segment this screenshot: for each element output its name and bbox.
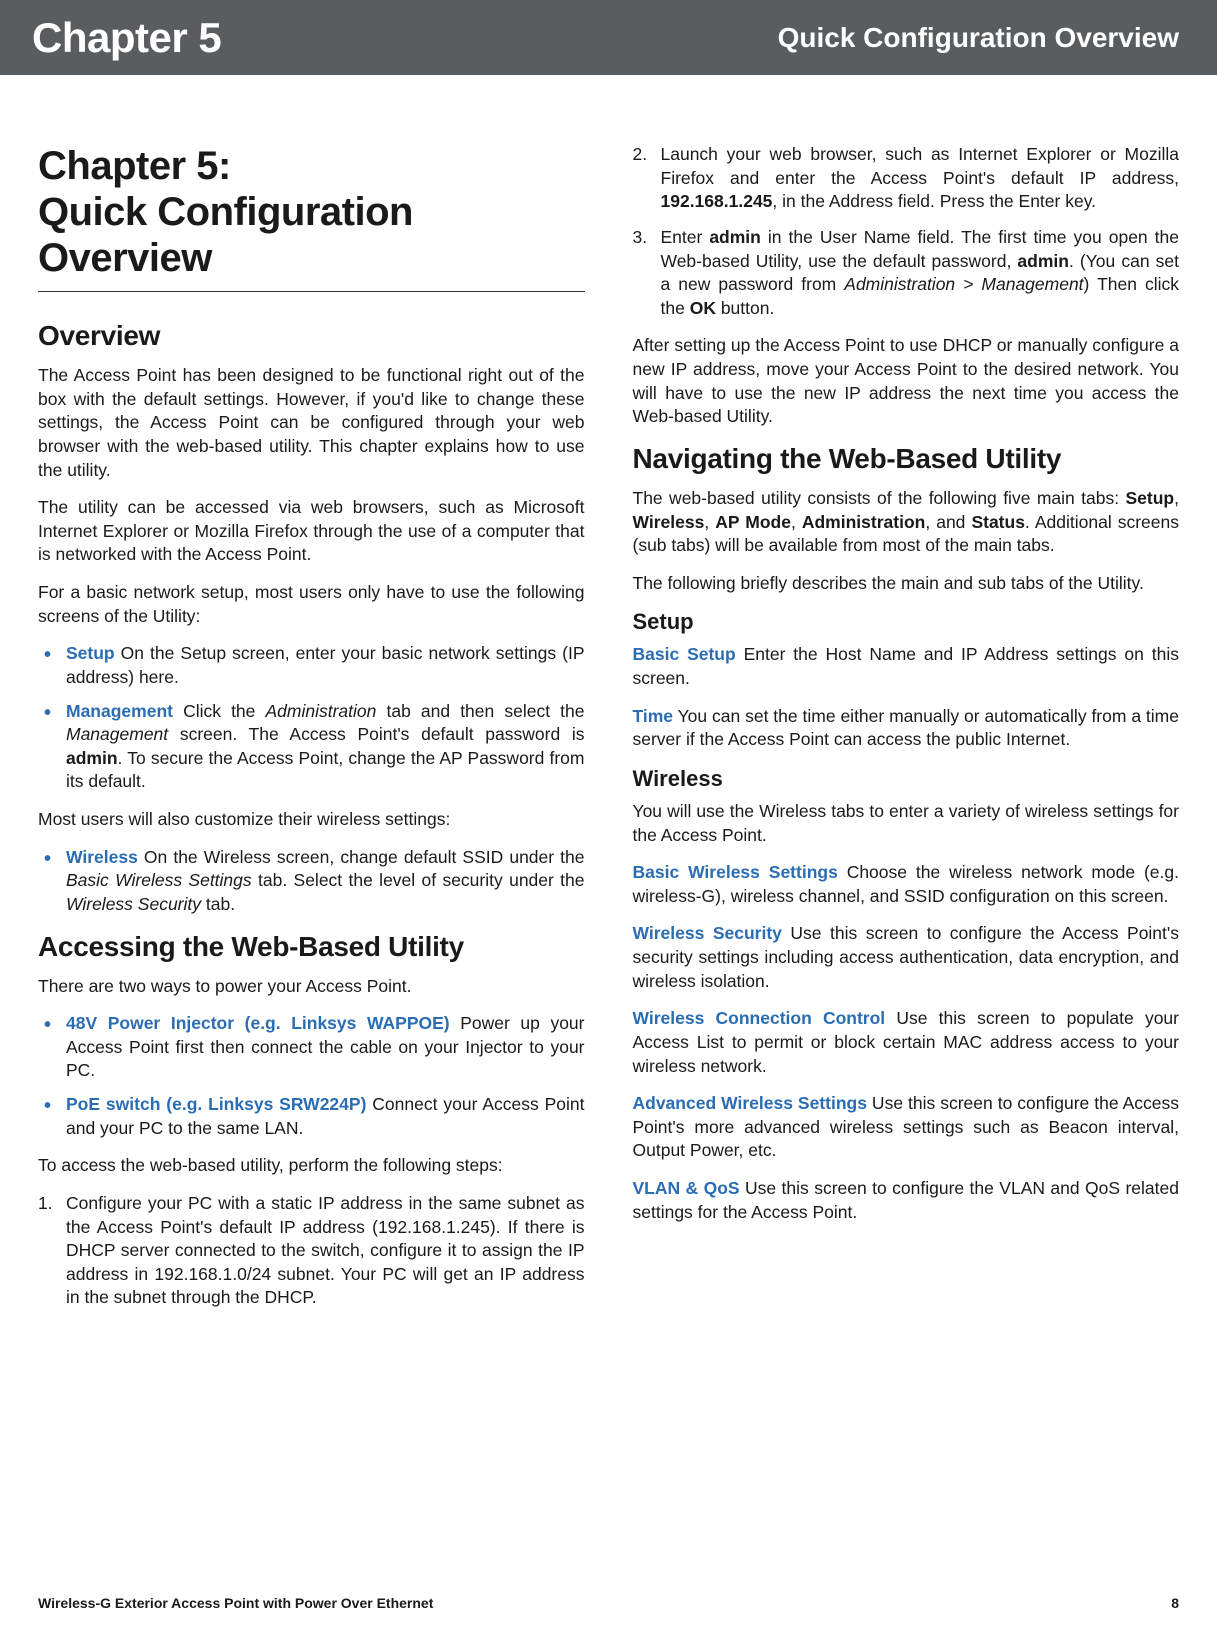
step-1: Configure your PC with a static IP addre…: [38, 1192, 585, 1310]
s2-a: Launch your web browser, such as Interne…: [661, 144, 1180, 188]
wireless-term: Wireless: [66, 847, 138, 867]
time-term: Time: [633, 706, 674, 726]
wcc-term: Wireless Connection Control: [633, 1008, 886, 1028]
mgmt-c: screen. The Access Point's default passw…: [168, 724, 584, 744]
accessing-p2: To access the web-based utility, perform…: [38, 1154, 585, 1178]
s3-path: Administration > Management: [844, 274, 1083, 294]
basic-setup-term: Basic Setup: [633, 644, 736, 664]
vlan-p: VLAN & QoS Use this screen to configure …: [633, 1177, 1180, 1224]
overview-p2: The utility can be accessed via web brow…: [38, 496, 585, 567]
navigating-heading: Navigating the Web-Based Utility: [633, 443, 1180, 475]
accessing-heading: Accessing the Web-Based Utility: [38, 931, 585, 963]
bullet-wireless: Wireless On the Wireless screen, change …: [38, 846, 585, 917]
tab-setup: Setup: [1126, 488, 1175, 508]
step-2: Launch your web browser, such as Interne…: [633, 143, 1180, 214]
accessing-steps-cont: Launch your web browser, such as Interne…: [633, 143, 1180, 320]
s3-admin2: admin: [1017, 251, 1069, 271]
injector-term: 48V Power Injector (e.g. Linksys WAPPOE): [66, 1013, 450, 1033]
ws-term: Wireless Security: [633, 923, 782, 943]
time-p: Time You can set the time either manuall…: [633, 705, 1180, 752]
mgmt-d: . To secure the Access Point, change the…: [66, 748, 585, 792]
accessing-p1: There are two ways to power your Access …: [38, 975, 585, 999]
wireless-ws-italic: Wireless Security: [66, 894, 201, 914]
bullet-setup: Setup On the Setup screen, enter your ba…: [38, 642, 585, 689]
bws-p: Basic Wireless Settings Choose the wirel…: [633, 861, 1180, 908]
aws-p: Advanced Wireless Settings Use this scre…: [633, 1092, 1180, 1163]
bullet-management: Management Click the Administration tab …: [38, 700, 585, 795]
mgmt-admin-bold: admin: [66, 748, 118, 768]
page-header: Chapter 5 Quick Configuration Overview: [0, 0, 1217, 75]
footer-page-number: 8: [1171, 1595, 1179, 1611]
mgmt-mgmt-italic: Management: [66, 724, 168, 744]
wireless-subheading: Wireless: [633, 766, 1180, 792]
wireless-bws-italic: Basic Wireless Settings: [66, 870, 252, 890]
tab-administration: Administration: [802, 512, 925, 532]
tab-status: Status: [971, 512, 1024, 532]
s2-ip: 192.168.1.245: [661, 191, 773, 211]
chapter-subtitle: Quick Configuration Overview: [778, 22, 1179, 54]
page-footer: Wireless-G Exterior Access Point with Po…: [38, 1595, 1179, 1611]
wireless-b: tab. Select the level of security under …: [252, 870, 585, 890]
mgmt-admin-italic: Administration: [266, 701, 377, 721]
basic-setup-p: Basic Setup Enter the Host Name and IP A…: [633, 643, 1180, 690]
overview-bullets-2: Wireless On the Wireless screen, change …: [38, 846, 585, 917]
setup-subheading: Setup: [633, 609, 1180, 635]
bws-term: Basic Wireless Settings: [633, 862, 838, 882]
chapter-title-line2: Quick Configuration Overview: [38, 190, 413, 280]
overview-p4: Most users will also customize their wir…: [38, 808, 585, 832]
accessing-bullets: 48V Power Injector (e.g. Linksys WAPPOE)…: [38, 1012, 585, 1140]
content-area: Chapter 5: Quick Configuration Overview …: [0, 75, 1217, 1324]
tab-apmode: AP Mode: [715, 512, 791, 532]
s3-admin1: admin: [709, 227, 761, 247]
bullet-poe: PoE switch (e.g. Linksys SRW224P) Connec…: [38, 1093, 585, 1140]
aws-term: Advanced Wireless Settings: [633, 1093, 867, 1113]
management-term: Management: [66, 701, 173, 721]
s3-ok: OK: [690, 298, 716, 318]
mgmt-b: tab and then select the: [376, 701, 584, 721]
s3-a: Enter: [661, 227, 710, 247]
chapter-label: Chapter 5: [32, 14, 221, 62]
right-column: Launch your web browser, such as Interne…: [633, 143, 1180, 1324]
bullet-injector: 48V Power Injector (e.g. Linksys WAPPOE)…: [38, 1012, 585, 1083]
wireless-intro: You will use the Wireless tabs to enter …: [633, 800, 1180, 847]
step-3: Enter admin in the User Name field. The …: [633, 226, 1180, 321]
poe-term: PoE switch (e.g. Linksys SRW224P): [66, 1094, 366, 1114]
left-column: Chapter 5: Quick Configuration Overview …: [38, 143, 585, 1324]
overview-heading: Overview: [38, 320, 585, 352]
nav-p1: The web-based utility consists of the fo…: [633, 487, 1180, 558]
chapter-title-line1: Chapter 5:: [38, 144, 231, 188]
ws-p: Wireless Security Use this screen to con…: [633, 922, 1180, 993]
vlan-term: VLAN & QoS: [633, 1178, 740, 1198]
wcc-p: Wireless Connection Control Use this scr…: [633, 1007, 1180, 1078]
s3-e: button.: [716, 298, 774, 318]
s2-b: , in the Address field. Press the Enter …: [772, 191, 1096, 211]
accessing-steps: Configure your PC with a static IP addre…: [38, 1192, 585, 1310]
setup-term: Setup: [66, 643, 115, 663]
footer-product: Wireless-G Exterior Access Point with Po…: [38, 1595, 433, 1611]
wireless-a: On the Wireless screen, change default S…: [138, 847, 585, 867]
overview-p3: For a basic network setup, most users on…: [38, 581, 585, 628]
setup-text: On the Setup screen, enter your basic ne…: [66, 643, 585, 687]
overview-p1: The Access Point has been designed to be…: [38, 364, 585, 482]
wireless-c: tab.: [201, 894, 235, 914]
tab-wireless: Wireless: [633, 512, 705, 532]
time-text: You can set the time either manually or …: [633, 706, 1180, 750]
after-setup-p: After setting up the Access Point to use…: [633, 334, 1180, 429]
overview-bullets-1: Setup On the Setup screen, enter your ba…: [38, 642, 585, 794]
mgmt-a: Click the: [173, 701, 266, 721]
nav-p1-a: The web-based utility consists of the fo…: [633, 488, 1126, 508]
nav-p2: The following briefly describes the main…: [633, 572, 1180, 596]
chapter-title: Chapter 5: Quick Configuration Overview: [38, 143, 585, 292]
